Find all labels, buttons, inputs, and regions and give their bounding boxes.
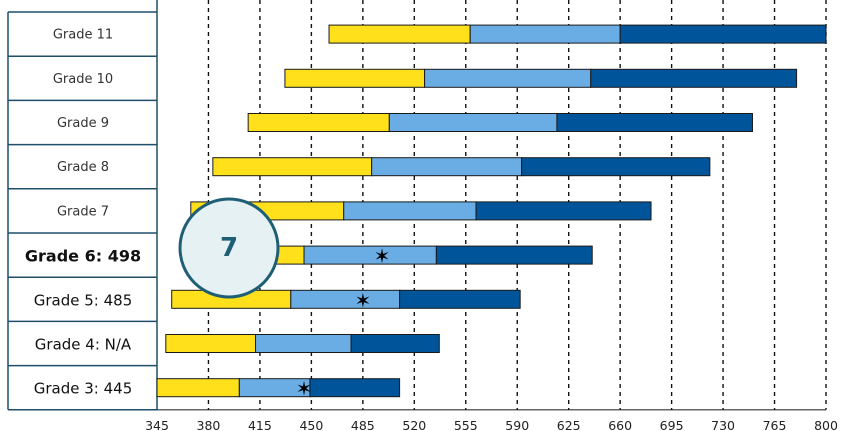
x-tick-label: 485 [351,418,375,431]
bar-segment-1 [284,68,426,88]
badge-number: 7 [220,233,238,263]
x-tick-label: 625 [557,418,581,431]
bars: ✶✶✶ [156,24,827,401]
x-tick-label: 555 [454,418,478,431]
bar-segment-1 [328,24,471,44]
score-marker-star: ✶ [374,244,391,268]
row-label-borders [7,0,826,411]
grade-label: Grade 9 [57,116,109,131]
grade-label: Grade 4: N/A [35,336,132,354]
bar-segment-3 [521,157,711,177]
bar-segment-2 [424,68,592,88]
bar-segment-2 [371,157,523,177]
x-tick-label: 695 [660,418,684,431]
grade-label: Grade 10 [53,72,113,87]
bar-segment-2 [290,289,401,309]
score-marker-star: ✶ [296,377,313,401]
bar-segment-3 [350,334,440,353]
bar-segment-2 [469,24,621,44]
x-tick-label: 450 [299,418,323,431]
x-tick-label: 660 [608,418,632,431]
step-badge: 7 [178,197,280,299]
grade-label: Grade 8 [57,160,109,175]
badge-circle [178,197,280,299]
grade-label: Grade 11 [53,28,113,43]
x-tick-label: 520 [402,418,426,431]
x-axis-tick-labels: 345 380 415 450 485 520 555 590 625 660 695 730 765 8… [145,418,838,431]
grade-label: Grade 5: 485 [34,291,133,309]
grade-label: Grade 3: 445 [34,380,133,398]
bar-segment-2 [303,245,437,265]
grade-label: Grade 6: 498 [25,247,141,266]
x-tick-label: 345 [145,418,169,431]
bar-segment-1 [165,334,257,353]
x-tick-label: 765 [763,418,787,431]
bar-segment-3 [435,245,593,265]
score-marker-star: ✶ [354,288,371,312]
x-tick-label: 800 [814,418,838,431]
bar-segment-1 [156,378,240,398]
grade-label: Grade 7 [57,204,109,219]
x-tick-label: 590 [505,418,529,431]
bar-segment-1 [212,157,373,177]
x-tick-label: 415 [248,418,272,431]
bar-segment-3 [475,201,652,221]
bar-segment-3 [399,289,521,309]
x-tick-label: 730 [711,418,735,431]
bar-segment-2 [388,113,558,132]
bar-segment-3 [590,68,798,88]
bar-segment-3 [556,113,753,132]
bar-segment-2 [255,334,352,353]
bar-segment-3 [619,24,827,44]
x-tick-label: 380 [197,418,221,431]
bar-segment-2 [343,201,477,221]
bar-segment-1 [247,113,390,132]
bar-segment-3 [309,378,401,398]
grade-labels: Grade 11 Grade 10 Grade 9 Grade 8 Grade 7 Gra… [25,28,141,398]
